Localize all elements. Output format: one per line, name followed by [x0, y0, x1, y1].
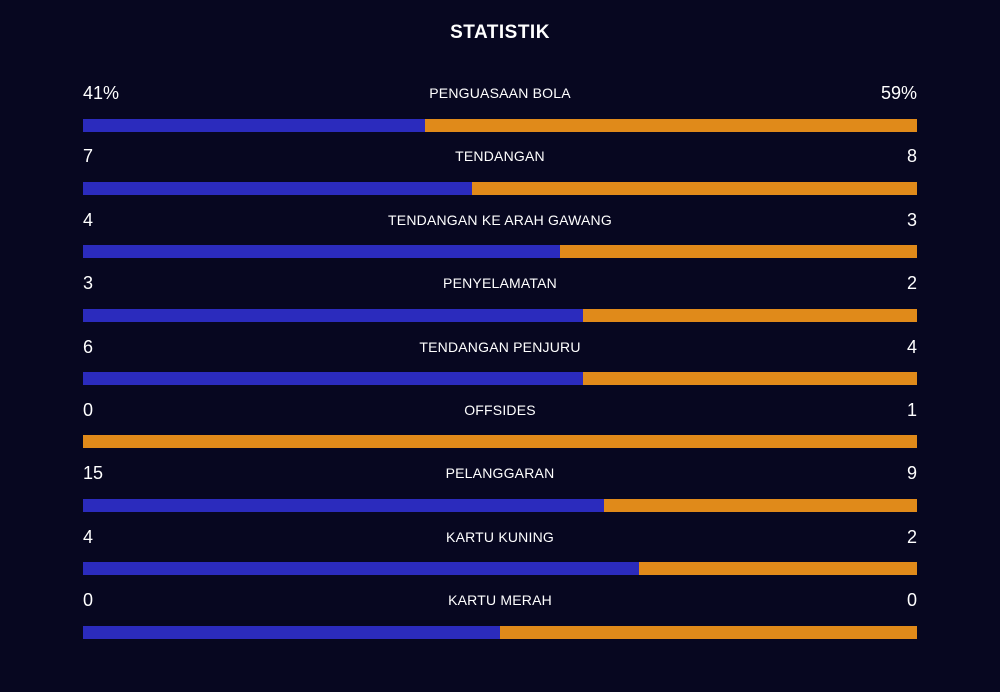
stat-row-shots-on-target: 4 TENDANGAN KE ARAH GAWANG 3	[83, 207, 917, 270]
home-value: 4	[83, 209, 94, 230]
comparison-bar	[83, 245, 917, 259]
comparison-bar	[83, 562, 917, 576]
away-value: 59%	[880, 83, 917, 103]
away-value: 2	[906, 526, 917, 547]
home-bar-segment	[83, 181, 473, 195]
away-bar-segment	[583, 308, 917, 322]
away-bar-segment	[583, 372, 917, 386]
stat-row-fouls: 15 PELANGGARAN 9	[83, 460, 917, 523]
stats-list: 41% PENGUASAAN BOLA 59% 7 TENDANGAN 8	[83, 80, 917, 651]
stat-row-red-cards: 0 KARTU MERAH 0	[83, 587, 917, 650]
comparison-bar	[83, 625, 917, 639]
home-bar-segment	[83, 308, 584, 322]
home-value: 4	[83, 526, 94, 547]
home-bar-segment	[83, 498, 605, 512]
statistics-title: STATISTIK	[450, 22, 550, 43]
comparison-bar	[83, 498, 917, 512]
away-bar-segment	[472, 181, 917, 195]
stat-row-offsides: 0 OFFSIDES 1	[83, 397, 917, 460]
away-bar-segment	[424, 118, 917, 132]
away-value: 3	[906, 209, 917, 230]
comparison-bar	[83, 372, 917, 386]
stat-label: PENYELAMATAN	[443, 275, 557, 292]
stat-label: KARTU KUNING	[446, 528, 554, 545]
away-value: 4	[906, 336, 917, 357]
stat-label: TENDANGAN KE ARAH GAWANG	[388, 211, 612, 228]
comparison-bar	[83, 435, 917, 449]
home-value: 0	[83, 399, 94, 420]
stat-label: KARTU MERAH	[448, 592, 552, 609]
home-bar-segment	[83, 118, 425, 132]
comparison-bar	[83, 308, 917, 322]
home-value: 41%	[83, 83, 120, 103]
comparison-bar	[83, 181, 917, 195]
away-value: 9	[906, 463, 917, 484]
stat-label: TENDANGAN	[455, 148, 545, 165]
stat-row-shots: 7 TENDANGAN 8	[83, 143, 917, 206]
away-value: 1	[906, 399, 917, 420]
home-bar-segment	[83, 372, 584, 386]
away-value: 2	[906, 273, 917, 294]
home-bar-segment	[83, 562, 640, 576]
home-value: 3	[83, 273, 94, 294]
home-value: 6	[83, 336, 94, 357]
away-value: 8	[906, 146, 917, 167]
away-value: 0	[906, 590, 917, 611]
home-bar-segment	[83, 625, 500, 639]
home-value: 7	[83, 146, 94, 167]
away-bar-segment	[559, 245, 917, 259]
stat-label: PELANGGARAN	[445, 465, 555, 482]
away-bar-segment	[83, 435, 917, 449]
away-bar-segment	[604, 498, 917, 512]
home-value: 0	[83, 590, 94, 611]
stat-label: OFFSIDES	[464, 401, 536, 418]
stat-row-yellow-cards: 4 KARTU KUNING 2	[83, 524, 917, 587]
comparison-bar	[83, 118, 917, 132]
stat-label: PENGUASAAN BOLA	[429, 85, 571, 101]
away-bar-segment	[500, 625, 917, 639]
home-bar-segment	[83, 245, 560, 259]
stat-row-saves: 3 PENYELAMATAN 2	[83, 270, 917, 333]
away-bar-segment	[639, 562, 917, 576]
home-value: 15	[83, 463, 104, 484]
stat-label: TENDANGAN PENJURU	[419, 338, 581, 355]
stat-row-corners: 6 TENDANGAN PENJURU 4	[83, 334, 917, 397]
stat-row-possession: 41% PENGUASAAN BOLA 59%	[83, 80, 917, 143]
